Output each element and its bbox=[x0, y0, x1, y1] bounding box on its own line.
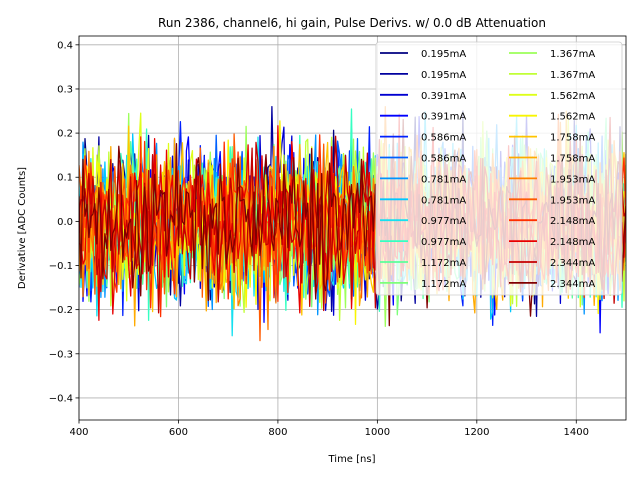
legend-label: 1.367mA bbox=[550, 49, 595, 60]
x-tick-label: 1400 bbox=[564, 427, 589, 438]
legend-label: 0.391mA bbox=[421, 112, 466, 123]
legend-label: 1.367mA bbox=[550, 70, 595, 81]
legend-label: 2.148mA bbox=[550, 216, 595, 227]
y-tick-label: −0.2 bbox=[49, 305, 73, 316]
y-tick-label: 0.3 bbox=[57, 84, 73, 95]
legend-label: 0.586mA bbox=[421, 154, 466, 165]
legend-label: 1.562mA bbox=[550, 112, 595, 123]
legend: 0.195mA 0.195mA 0.391mA 0.391mA 0.586mA 0.586… bbox=[375, 41, 623, 296]
x-tick-label: 1000 bbox=[365, 427, 390, 438]
y-tick-label: −0.4 bbox=[49, 393, 73, 404]
legend-label: 0.391mA bbox=[421, 91, 466, 102]
legend-label: 0.195mA bbox=[421, 49, 466, 60]
legend-label: 2.148mA bbox=[550, 237, 595, 248]
y-axis-ticks: −0.4 −0.3 −0.2 −0.1 0.0 0.1 0.2 0.3 0.4 bbox=[49, 40, 79, 404]
y-tick-label: 0.1 bbox=[57, 173, 73, 184]
x-axis-ticks: 400 600 800 1000 1200 1400 bbox=[69, 420, 589, 438]
legend-label: 0.977mA bbox=[421, 237, 466, 248]
y-tick-label: 0.2 bbox=[57, 129, 73, 140]
legend-label: 0.977mA bbox=[421, 216, 466, 227]
legend-label: 1.953mA bbox=[550, 195, 595, 206]
legend-label: 0.781mA bbox=[421, 195, 466, 206]
legend-label: 0.195mA bbox=[421, 70, 466, 81]
legend-label: 1.562mA bbox=[550, 91, 595, 102]
x-tick-label: 400 bbox=[69, 427, 88, 438]
x-tick-label: 800 bbox=[268, 427, 287, 438]
y-tick-label: 0.0 bbox=[57, 217, 73, 228]
legend-label: 0.586mA bbox=[421, 133, 466, 144]
legend-label: 1.172mA bbox=[421, 258, 466, 269]
plot-frame bbox=[78, 35, 627, 421]
legend-label: 1.758mA bbox=[550, 154, 595, 165]
y-tick-label: −0.3 bbox=[49, 349, 73, 360]
legend-label: 0.781mA bbox=[421, 174, 466, 185]
x-axis-title: Time [ns] bbox=[327, 454, 375, 465]
legend-label: 1.172mA bbox=[421, 279, 466, 290]
legend-box bbox=[375, 41, 623, 296]
y-tick-label: −0.1 bbox=[49, 261, 73, 272]
legend-label: 2.344mA bbox=[550, 279, 595, 290]
y-axis-title: Derivative [ADC Counts] bbox=[17, 167, 28, 289]
legend-label: 1.758mA bbox=[550, 133, 595, 144]
legend-label: 1.953mA bbox=[550, 174, 595, 185]
y-tick-label: 0.4 bbox=[57, 40, 73, 51]
legend-label: 2.344mA bbox=[550, 258, 595, 269]
x-tick-label: 600 bbox=[169, 427, 188, 438]
x-tick-label: 1200 bbox=[464, 427, 489, 438]
chart-title: Run 2386, channel6, hi gain, Pulse Deriv… bbox=[158, 16, 546, 30]
